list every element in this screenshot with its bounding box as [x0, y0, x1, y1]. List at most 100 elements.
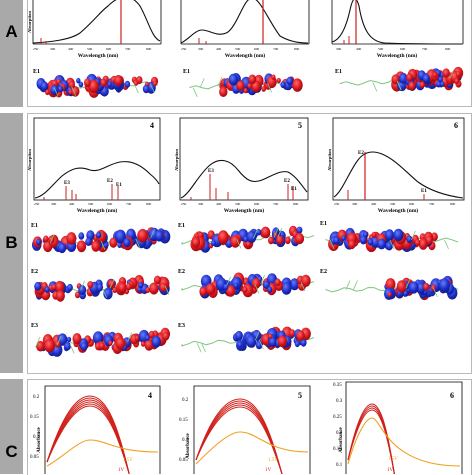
a2-tick-2: 400	[216, 47, 222, 51]
panel-c	[27, 379, 472, 475]
a3-tick-4: 700	[422, 47, 428, 51]
svg-text:0.15: 0.15	[30, 415, 39, 420]
a2-tick-5: 700	[273, 47, 279, 51]
c4-id: 4	[148, 391, 152, 400]
b-spectrum-6: 6 E2 E1 Absorption 250 300 400 500 600 7…	[327, 117, 465, 214]
a1-xlabel: Wavelength (nm)	[78, 52, 119, 59]
svg-text:0.2: 0.2	[33, 395, 40, 400]
c4-v15: 1.5V	[123, 458, 133, 463]
svg-text:0.3: 0.3	[336, 399, 343, 404]
c-plot-5: 5 0.2 0.15 0.1 0.05 Absorbance 1.5V 1V	[179, 385, 311, 474]
a2-tick-1: 300	[198, 47, 204, 51]
b4-e1: E1	[116, 183, 122, 188]
svg-text:500: 500	[235, 202, 241, 206]
c6-v15: 1.5V	[388, 457, 398, 462]
a1-tick-1: 300	[50, 47, 56, 51]
orbital-cloud	[325, 275, 459, 301]
orbital-cloud	[36, 73, 159, 98]
section-a-label: A	[5, 22, 18, 41]
orbital-cloud	[181, 326, 315, 353]
svg-text:500: 500	[88, 202, 94, 206]
absorbance-curve	[195, 406, 283, 474]
a-spectrum-2: 250 300 400 500 600 700 800 Wavelength (…	[180, 0, 310, 59]
b4-orb-e2-label: E2	[31, 269, 38, 275]
orbital-cloud	[339, 66, 464, 92]
b4-orb-e1-label: E1	[31, 223, 38, 229]
svg-text:0.25: 0.25	[333, 415, 342, 420]
svg-text:600: 600	[254, 202, 260, 206]
svg-text:250: 250	[334, 202, 340, 206]
b4-e2: E2	[107, 179, 113, 184]
svg-text:250: 250	[181, 202, 187, 206]
a3-tick-3: 600	[400, 47, 406, 51]
a1-tick-3: 500	[87, 47, 93, 51]
a-spectrum-1: 250 300 400 500 600 700 800 Wavelength (…	[27, 0, 162, 59]
svg-text:0.1: 0.1	[33, 435, 40, 440]
c-plot-6: 6 0.35 0.3 0.25 0.2 0.15 0.1 Absorbance …	[333, 381, 463, 474]
absorbance-curve	[347, 409, 395, 474]
b5-e3: E3	[208, 169, 214, 174]
c5-ylabel: Absorbance	[186, 432, 191, 458]
b6-xlabel: Wavelength (nm)	[378, 207, 419, 214]
svg-text:800: 800	[293, 202, 299, 206]
b5-orb-e1-label: E1	[178, 223, 185, 229]
section-b-strip: B	[0, 113, 23, 373]
a2-tick-3: 500	[235, 47, 241, 51]
c4-v1: 1V	[118, 468, 125, 473]
svg-text:700: 700	[273, 202, 279, 206]
a1-tick-4: 600	[106, 47, 112, 51]
b4-e3: E3	[64, 181, 70, 186]
b6-ylabel: Absorption	[327, 149, 332, 171]
orbital-cloud	[325, 227, 459, 253]
a2-xlabel: Wavelength (nm)	[225, 52, 266, 59]
orbital-cloud	[31, 227, 171, 254]
orbital-cloud	[35, 327, 171, 357]
svg-text:0.2: 0.2	[336, 431, 343, 436]
a1-tick-0: 250	[33, 47, 39, 51]
c5-v15: 1.5V	[268, 458, 278, 463]
b5-e2: E2	[284, 179, 290, 184]
a3-tick-1: 400	[356, 47, 362, 51]
a1-tick-6: 800	[146, 47, 152, 51]
b5-e1: E1	[291, 187, 297, 192]
svg-text:0.05: 0.05	[30, 455, 39, 460]
orbital-cloud	[181, 225, 315, 253]
svg-text:0.05: 0.05	[179, 458, 188, 463]
b6-orb-e1-label: E1	[320, 221, 327, 227]
absorbance-curve	[195, 404, 283, 474]
section-b-label: B	[5, 233, 18, 252]
svg-text:0.2: 0.2	[182, 398, 189, 403]
svg-text:400: 400	[69, 202, 75, 206]
svg-text:800: 800	[146, 202, 152, 206]
section-c-label: C	[5, 442, 18, 461]
b4-id: 4	[150, 121, 154, 130]
b6-orb-e2-label: E2	[320, 269, 327, 275]
a3-tick-2: 500	[378, 47, 384, 51]
b5-orb-e3-label: E3	[178, 323, 185, 329]
svg-text:700: 700	[429, 202, 435, 206]
absorbance-curve-1.5V	[46, 439, 159, 467]
absorbance-curve	[46, 403, 130, 474]
b6-e1: E1	[421, 189, 427, 194]
absorbance-curve-1.5V	[347, 417, 461, 467]
a3-orbital-label: E1	[335, 69, 342, 75]
c6-id: 6	[450, 391, 454, 400]
svg-text:300: 300	[352, 202, 358, 206]
svg-text:0.15: 0.15	[333, 447, 342, 452]
a2-tick-6: 800	[294, 47, 300, 51]
a-spectrum-3: 300 400 500 600 700 800 Wavelength (nm)	[331, 0, 464, 59]
a3-xlabel: Wavelength (nm)	[377, 52, 418, 59]
a1-tick-5: 700	[125, 47, 131, 51]
c6-ylabel: Absorbance	[339, 426, 344, 452]
a2-tick-4: 600	[254, 47, 260, 51]
c6-v1: 1V	[387, 468, 394, 473]
a3-tick-5: 800	[445, 47, 451, 51]
b5-orb-e2-label: E2	[178, 269, 185, 275]
a2-orbital-image	[189, 73, 303, 97]
b5-ylabel: Absorption	[174, 149, 179, 171]
a1-orbital-label: E1	[33, 69, 40, 75]
c-plot-4: 4 0.2 0.15 0.1 0.05 Absorbance 1.5V 1V	[30, 385, 161, 474]
orbital-cloud	[34, 275, 170, 302]
c4-ylabel: Absorbance	[37, 426, 42, 452]
svg-text:250: 250	[34, 202, 40, 206]
